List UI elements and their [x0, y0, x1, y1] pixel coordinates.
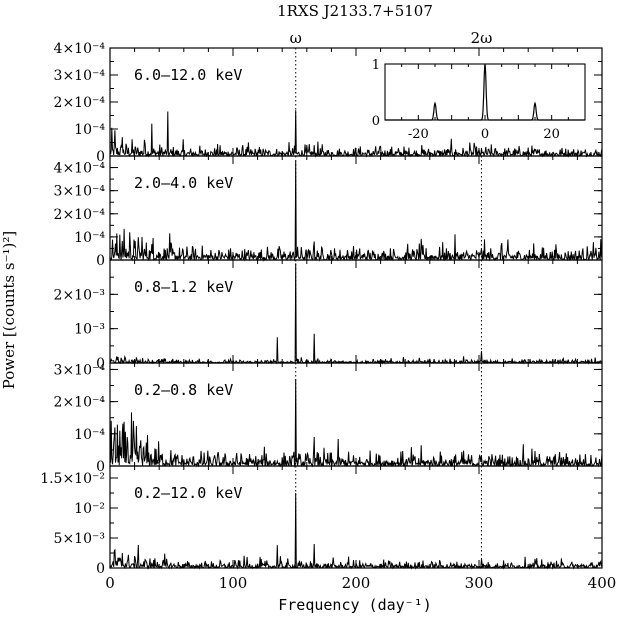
- spectrum-series: [109, 492, 603, 570]
- band-label: 2.0–4.0 keV: [134, 174, 233, 192]
- inset-y-tick-label-0: 0: [372, 114, 380, 129]
- panel-2: 0 10⁻³ 2×10⁻³ 0.8–1.2 keV: [54, 259, 603, 372]
- inset-x-tick-label-2: 20: [543, 127, 560, 142]
- marker-label-1: 2ω: [471, 29, 493, 47]
- inset-x-tick-label-0: -20: [408, 127, 429, 142]
- panel-frame: [109, 362, 603, 467]
- y-tick-label-2: 2×10⁻⁴: [54, 395, 106, 411]
- y-tick-label-2: 2×10⁻⁴: [54, 207, 106, 223]
- panel-0: 0 10⁻⁴ 2×10⁻⁴ 3×10⁻⁴ 4×10⁻⁴ 6.0–12.0 keV: [54, 41, 603, 165]
- panel-1: 0 10⁻⁴ 2×10⁻⁴ 3×10⁻⁴ 4×10⁻⁴ 2.0–4.0 keV: [54, 155, 603, 269]
- y-tick-label-1: 5×10⁻³: [54, 531, 105, 547]
- x-tick-label-0: 0: [105, 574, 115, 592]
- band-label: 0.2–12.0 keV: [134, 484, 242, 502]
- y-tick-label-0: 0: [96, 149, 105, 165]
- y-tick-label-4: 4×10⁻⁴: [54, 41, 106, 57]
- y-tick-label-2: 2×10⁻⁴: [54, 95, 106, 111]
- y-axis-label: Power [(counts s⁻¹)²]: [0, 231, 18, 389]
- y-tick-label-0: 0: [96, 253, 105, 269]
- inset-frame: [384, 63, 586, 121]
- y-tick-label-1: 10⁻⁴: [74, 122, 105, 138]
- panels-layer: ω 2ω0 100 200 300 400010⁻⁴2×10⁻⁴3×10⁻⁴4×10⁻⁴6…: [40, 29, 616, 592]
- spectrum-series: [109, 110, 603, 158]
- panel-4: 0 5×10⁻³ 10⁻² 1.5×10⁻² 0.2–12.0 keV: [40, 465, 603, 577]
- y-tick-label-3: 1.5×10⁻²: [40, 471, 105, 487]
- y-tick-label-3: 3×10⁻⁴: [54, 184, 106, 200]
- x-axis-label: Frequency (day⁻¹): [278, 596, 432, 614]
- x-tick-label-2: 200: [342, 574, 371, 592]
- chart-title: 1RXS J2133.7+5107: [277, 2, 433, 20]
- x-tick-label-3: 300: [465, 574, 494, 592]
- y-tick-label-0: 0: [96, 561, 105, 577]
- marker-label-0: ω: [290, 29, 302, 47]
- y-tick-label-3: 3×10⁻⁴: [54, 362, 106, 378]
- spectrum-series: [109, 379, 603, 468]
- band-label: 0.2–0.8 keV: [134, 381, 233, 399]
- y-tick-label-1: 10⁻⁴: [74, 230, 105, 246]
- panel-frame: [109, 465, 603, 569]
- panel-3: 0 10⁻⁴ 2×10⁻⁴ 3×10⁻⁴ 0.2–0.8 keV: [54, 362, 603, 475]
- y-tick-label-0: 0: [96, 459, 105, 475]
- inset-y-tick-label-1: 1: [372, 58, 380, 73]
- y-tick-label-1: 10⁻⁴: [74, 427, 105, 443]
- x-tick-label-1: 100: [219, 574, 248, 592]
- y-tick-label-1: 10⁻³: [74, 322, 105, 338]
- panel-frame: [109, 259, 603, 364]
- band-label: 0.8–1.2 keV: [134, 278, 233, 296]
- y-tick-label-3: 3×10⁻⁴: [54, 68, 106, 84]
- panel-frame: [109, 155, 603, 261]
- x-tick-label-4: 400: [588, 574, 617, 592]
- inset-series: [385, 63, 585, 121]
- y-tick-label-4: 4×10⁻⁴: [54, 161, 106, 177]
- y-tick-label-2: 10⁻²: [74, 501, 105, 517]
- y-tick-label-0: 0: [96, 356, 105, 372]
- inset-x-tick-label-1: 0: [481, 127, 489, 142]
- inset-plot: -20 0 20 0 1: [372, 58, 586, 142]
- y-tick-label-2: 2×10⁻³: [54, 287, 105, 303]
- band-label: 6.0–12.0 keV: [134, 66, 242, 84]
